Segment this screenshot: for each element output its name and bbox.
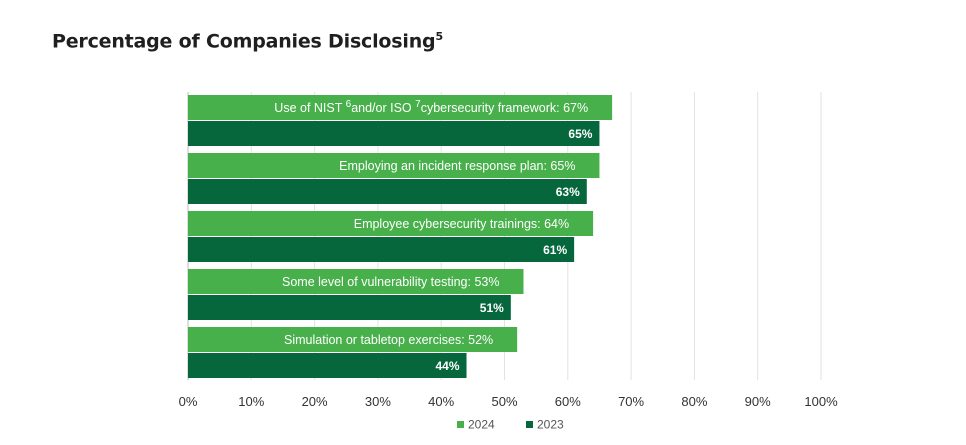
bar-value-label: 51% — [480, 301, 504, 315]
label-text: cybersecurity framework: 67% — [421, 101, 588, 115]
label-text: Simulation or tabletop exercises: 52% — [284, 333, 493, 347]
x-tick-label: 20% — [302, 394, 328, 409]
bar-value-label: 63% — [556, 185, 580, 199]
bar-2023 — [188, 295, 511, 320]
bar-2024 — [188, 327, 518, 352]
chart-title: Percentage of Companies Disclosing5 — [52, 30, 443, 52]
footnote-marker: 6 — [346, 99, 352, 110]
chart-title-footnote: 5 — [435, 30, 443, 43]
x-tick-label: 50% — [491, 394, 517, 409]
bar-category-label: Some level of vulnerability testing: 53% — [282, 275, 499, 289]
label-text: Some level of vulnerability testing: 53% — [282, 275, 499, 289]
label-text: Employing an incident response plan: 65% — [339, 159, 575, 173]
bar-2023 — [188, 353, 467, 378]
bar-2023 — [188, 237, 575, 262]
bar-2023 — [188, 179, 587, 204]
label-text: Employee cybersecurity trainings: 64% — [354, 217, 569, 231]
bar-category-label: Employing an incident response plan: 65% — [339, 159, 575, 173]
label-text: and/or ISO — [351, 101, 415, 115]
x-tick-label: 100% — [804, 394, 838, 409]
bar-2024 — [188, 95, 613, 120]
bar-value-label: 61% — [543, 243, 567, 257]
bar-2024 — [188, 269, 524, 294]
bar-2023 — [188, 121, 600, 146]
legend-label: 2023 — [537, 418, 564, 432]
bar-category-label: Employee cybersecurity trainings: 64% — [354, 217, 569, 231]
legend: 2024 2023 — [457, 418, 564, 432]
x-tick-label: 90% — [745, 394, 771, 409]
legend-swatch — [526, 421, 533, 428]
bar-2024 — [188, 153, 600, 178]
x-tick-label: 0% — [179, 394, 198, 409]
x-tick-label: 80% — [681, 394, 707, 409]
x-axis-ticks: 0% 10% 20% 30% 40% 50% 60% 70% 80% 90% 100% — [179, 394, 838, 409]
legend-label: 2024 — [468, 418, 495, 432]
footnote-marker: 7 — [415, 99, 421, 110]
chart-title-text: Percentage of Companies Disclosing — [52, 30, 436, 53]
bars: Use of NIST 6and/or ISO 7cybersecurity f… — [188, 95, 613, 378]
x-tick-label: 30% — [365, 394, 391, 409]
bar-2024 — [188, 211, 594, 236]
bar-category-label: Simulation or tabletop exercises: 52% — [284, 333, 493, 347]
bar-value-label: 44% — [435, 359, 459, 373]
x-tick-label: 40% — [428, 394, 454, 409]
legend-swatch — [457, 421, 464, 428]
bar-value-label: 65% — [568, 127, 592, 141]
bar-category-label: Use of NIST 6and/or ISO 7cybersecurity f… — [274, 99, 588, 115]
x-tick-label: 10% — [238, 394, 264, 409]
label-text: Use of NIST — [274, 101, 345, 115]
x-tick-label: 70% — [618, 394, 644, 409]
x-tick-label: 60% — [555, 394, 581, 409]
